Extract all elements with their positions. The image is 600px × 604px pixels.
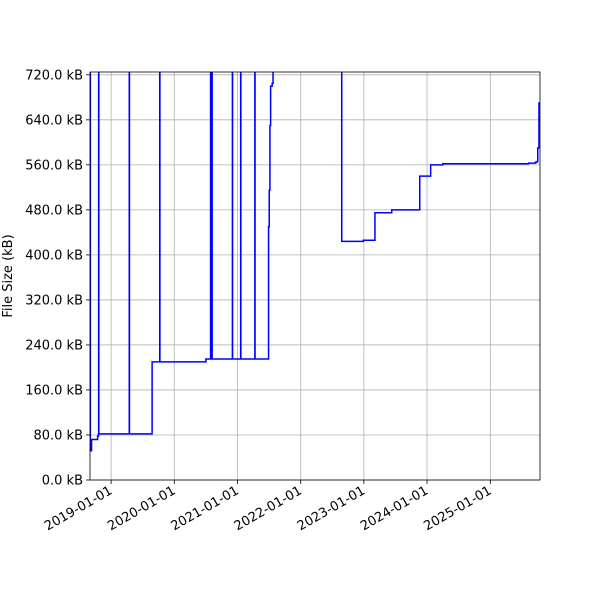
y-tick-label: 240.0 kB [25,338,83,353]
x-tick-label: 2020-01-01 [105,483,178,534]
y-tick-label: 320.0 kB [25,293,83,308]
y-tick-label: 560.0 kB [25,158,83,173]
x-tick-label: 2024-01-01 [358,483,431,534]
x-tick-label: 2019-01-01 [42,483,115,534]
y-axis-label: File Size (kB) [1,234,16,317]
y-tick-label: 640.0 kB [25,113,83,128]
y-tick-label: 480.0 kB [25,203,83,218]
y-tick-label: 160.0 kB [25,383,83,398]
y-tick-label: 0.0 kB [42,474,83,489]
plot-frame [89,71,541,481]
y-tick-label: 400.0 kB [25,248,83,263]
x-tick-label: 2022-01-01 [232,483,305,534]
x-tick-label: 2025-01-01 [421,483,494,534]
x-tick-label: 2021-01-01 [169,483,242,534]
plot-area [90,72,540,452]
x-axis: 2019-01-012020-01-012021-01-012022-01-01… [42,480,494,534]
y-axis: 0.0 kB 80.0 kB 160.0 kB 240.0 kB 320.0 kB 400… [25,68,90,489]
grid-lines [90,72,540,481]
y-tick-label: 80.0 kB [33,428,83,443]
series-line [90,72,540,452]
y-tick-label: 720.0 kB [25,68,83,83]
x-tick-label: 2023-01-01 [295,483,368,534]
